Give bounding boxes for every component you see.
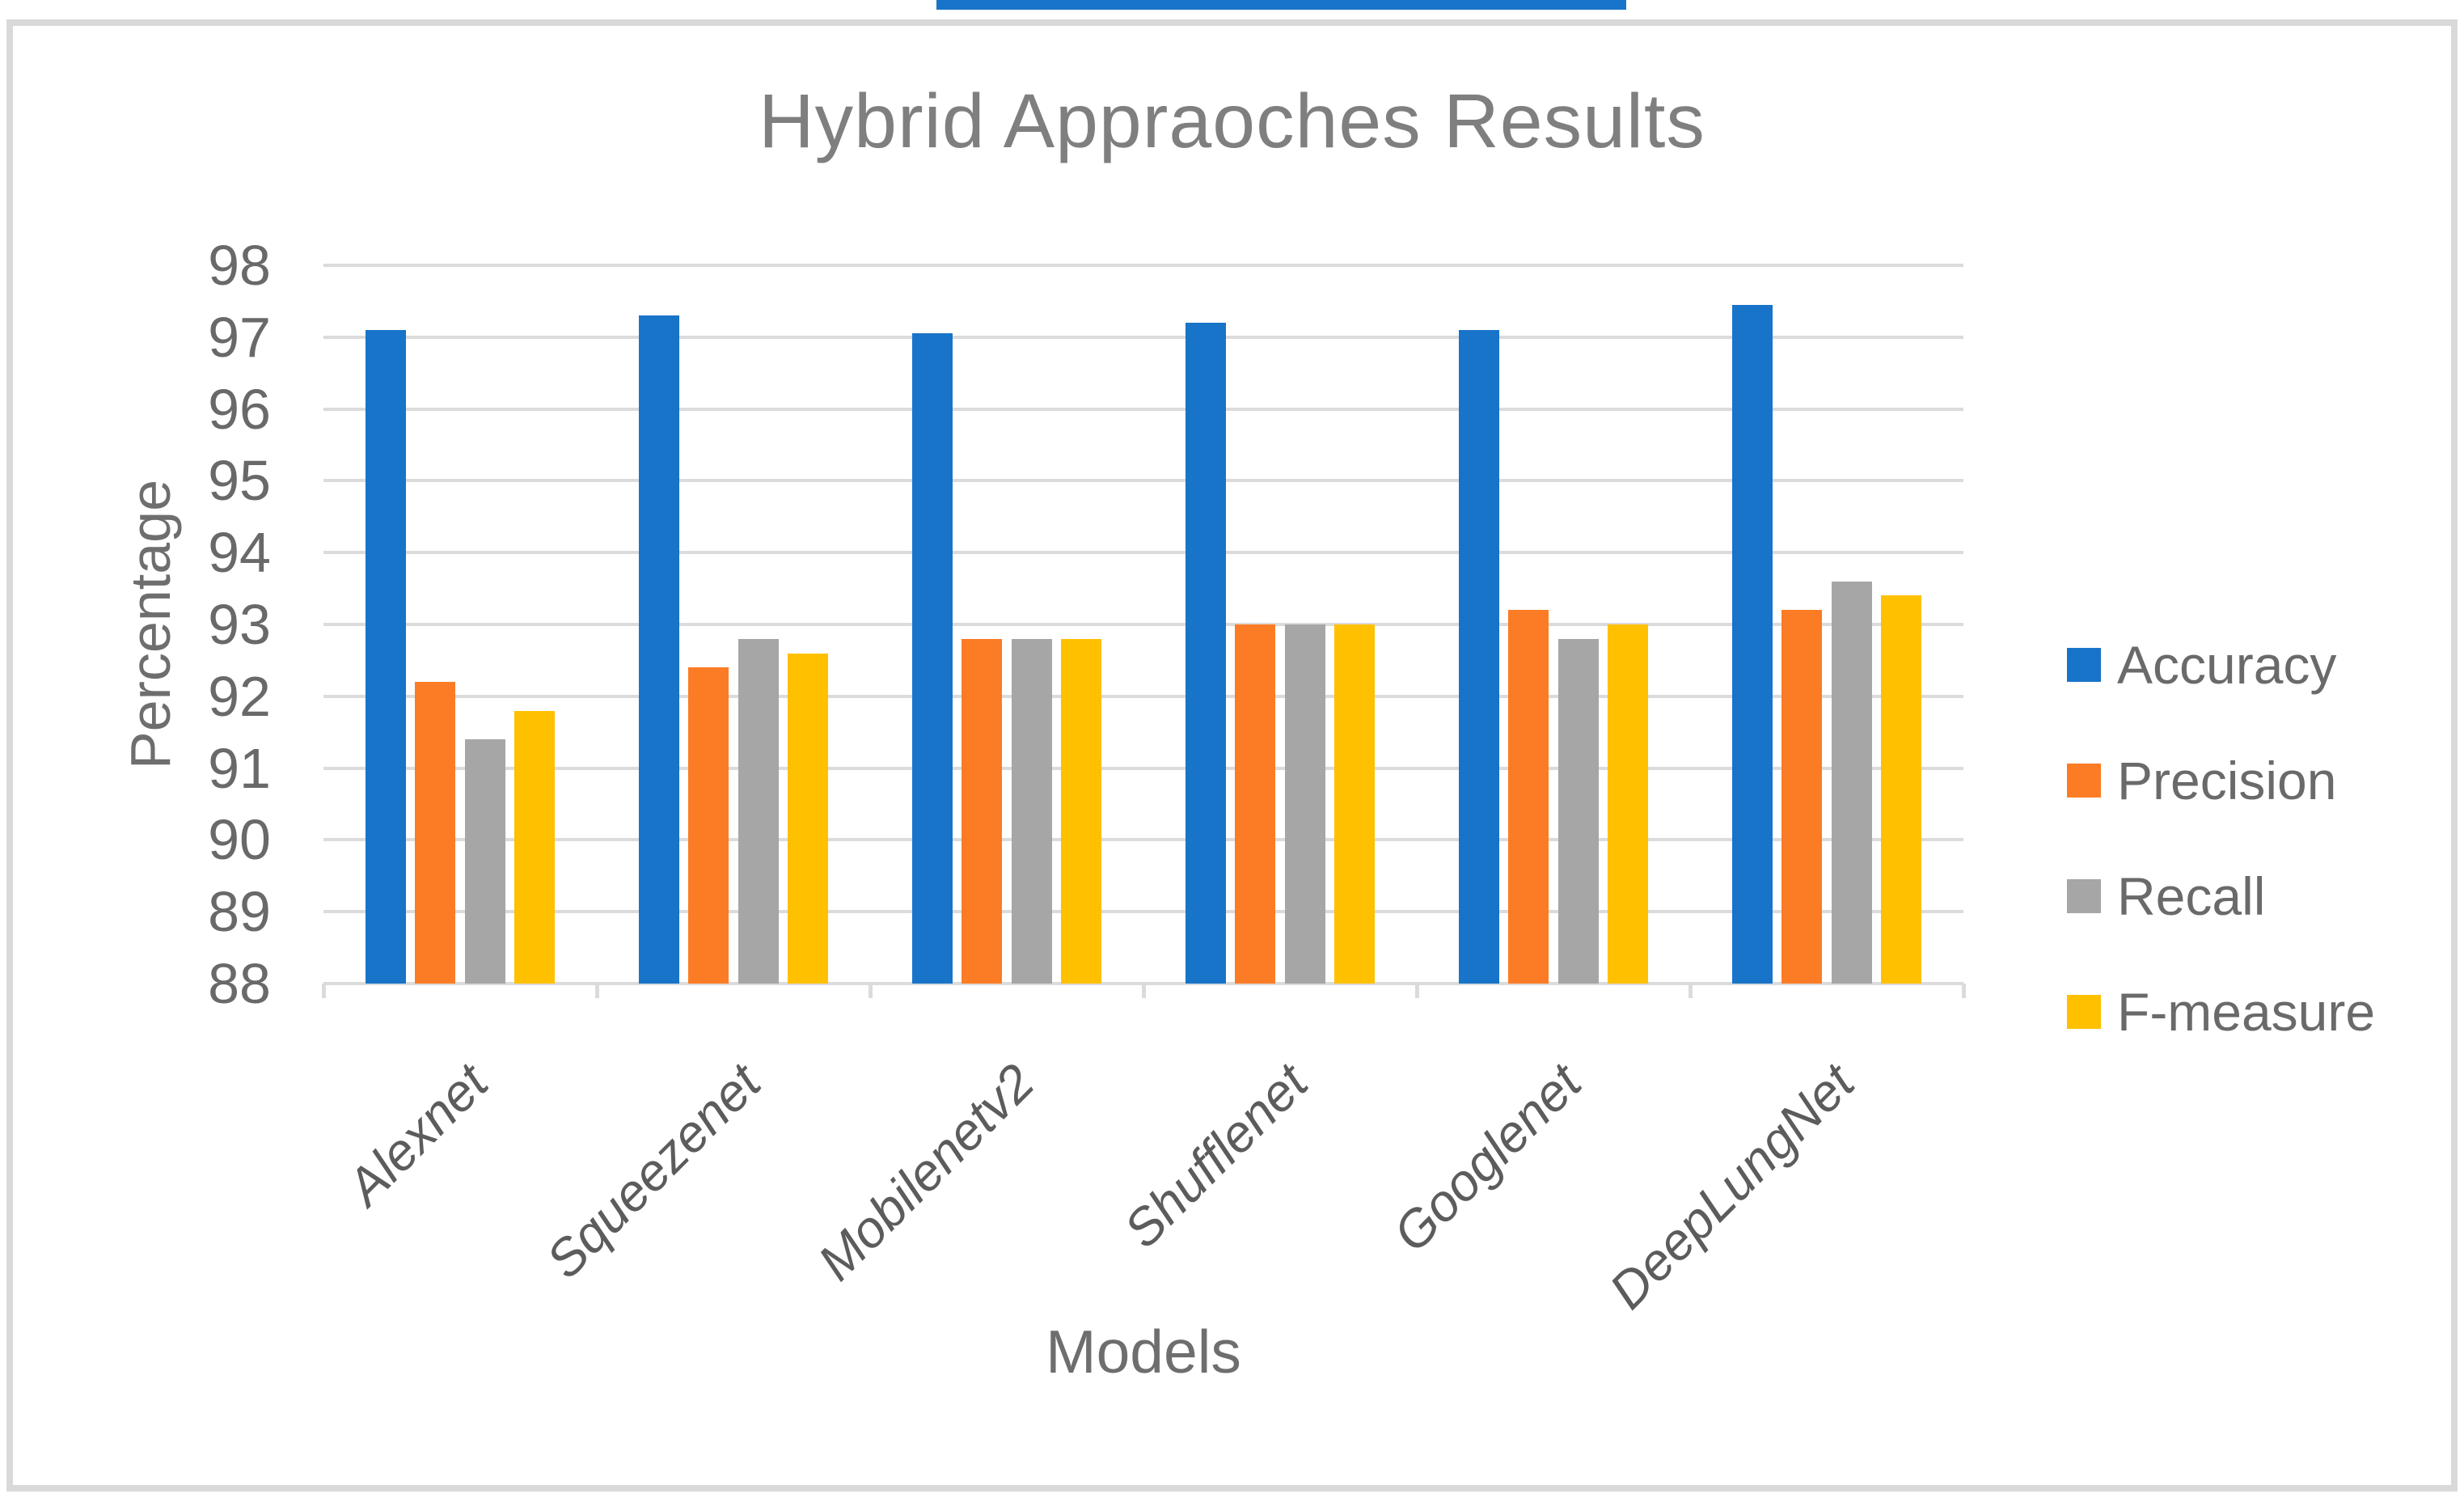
x-axis-title: Models — [1046, 1318, 1241, 1386]
legend-item-precision: Precision — [2067, 744, 2375, 817]
legend-label: Recall — [2117, 866, 2266, 926]
gridline-91 — [323, 766, 1963, 770]
gridline-90 — [323, 838, 1963, 842]
bar-accuracy-mobilenetv2 — [912, 333, 953, 984]
y-tick-label: 96 — [208, 377, 271, 441]
bar-accuracy-shufflenet — [1186, 323, 1226, 984]
gridline-97 — [323, 335, 1963, 339]
y-tick-label: 94 — [208, 521, 271, 585]
bar-precision-squeezenet — [688, 667, 729, 984]
bar-f-measure-googlenet — [1607, 624, 1648, 984]
bar-recall-deeplungnet — [1831, 581, 1872, 984]
legend-swatch-recall — [2067, 879, 2101, 913]
legend-item-accuracy: Accuracy — [2067, 628, 2375, 701]
legend-label: Precision — [2117, 751, 2337, 810]
y-tick-label: 97 — [208, 305, 271, 369]
gridline-93 — [323, 623, 1963, 626]
bar-f-measure-mobilenetv2 — [1060, 638, 1101, 984]
x-axis-boundary-tick — [1688, 984, 1693, 998]
bar-f-measure-squeezenet — [787, 653, 828, 984]
plot-area — [322, 264, 1966, 998]
gridline-94 — [323, 551, 1963, 555]
bar-recall-mobilenetv2 — [1011, 638, 1052, 984]
y-tick-label: 93 — [208, 593, 271, 656]
y-tick-label: 90 — [208, 808, 271, 872]
bar-recall-googlenet — [1557, 638, 1599, 984]
gridline-95 — [323, 479, 1963, 483]
bar-precision-deeplungnet — [1781, 610, 1823, 984]
bar-f-measure-alexnet — [514, 710, 555, 984]
bar-precision-googlenet — [1508, 610, 1549, 984]
top-blue-strip — [936, 0, 1626, 10]
legend: Accuracy Precision Recall F-measure — [2067, 628, 2375, 1091]
bar-accuracy-alexnet — [366, 329, 406, 984]
bar-precision-mobilenetv2 — [962, 638, 1003, 984]
legend-swatch-precision — [2067, 764, 2101, 798]
y-tick-label: 89 — [208, 880, 271, 944]
bar-accuracy-deeplungnet — [1732, 304, 1773, 984]
bar-recall-shufflenet — [1284, 624, 1325, 984]
legend-label: Accuracy — [2117, 635, 2337, 695]
bar-recall-alexnet — [464, 739, 505, 984]
legend-swatch-f-measure — [2067, 995, 2101, 1029]
bar-accuracy-squeezenet — [639, 315, 679, 984]
y-tick-label: 92 — [208, 664, 271, 728]
x-axis-boundary-tick — [322, 984, 326, 998]
legend-item-recall: Recall — [2067, 860, 2375, 933]
y-tick-label: 98 — [208, 234, 271, 297]
gridline-98 — [323, 264, 1963, 267]
legend-swatch-accuracy — [2067, 648, 2101, 682]
legend-item-f-measure: F-measure — [2067, 975, 2375, 1048]
x-axis-boundary-tick — [1142, 984, 1146, 998]
bar-recall-squeezenet — [738, 638, 779, 984]
gridline-89 — [323, 910, 1963, 914]
bar-precision-alexnet — [415, 682, 456, 984]
bar-f-measure-deeplungnet — [1880, 595, 1921, 984]
x-axis-boundary-tick — [1415, 984, 1419, 998]
y-tick-label: 95 — [208, 449, 271, 513]
gridline-96 — [323, 407, 1963, 411]
x-axis-boundary-tick — [1962, 984, 1966, 998]
gridline-92 — [323, 694, 1963, 698]
bar-accuracy-googlenet — [1459, 329, 1499, 984]
legend-label: F-measure — [2117, 982, 2376, 1042]
x-axis-boundary-tick — [869, 984, 873, 998]
bar-precision-shufflenet — [1235, 624, 1276, 984]
bar-f-measure-shufflenet — [1333, 624, 1375, 984]
chart-title: Hybrid Appraoches Results — [759, 78, 1705, 164]
x-axis-boundary-tick — [595, 984, 599, 998]
y-tick-label: 88 — [208, 952, 271, 1015]
y-tick-label: 91 — [208, 736, 271, 800]
